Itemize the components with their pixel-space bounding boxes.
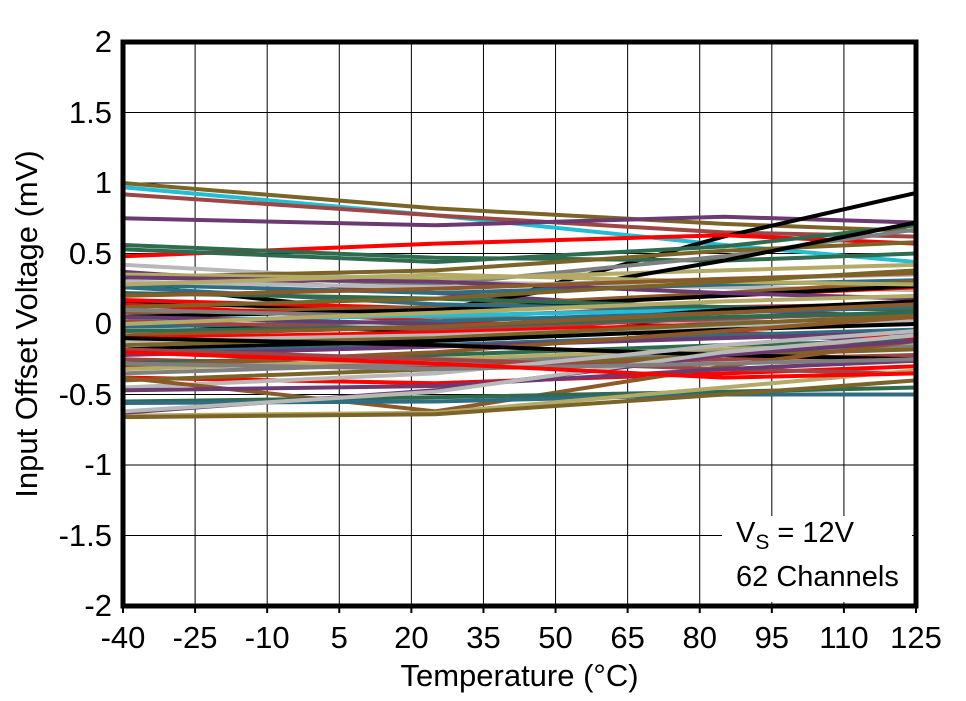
channel-line — [122, 322, 917, 352]
annotation-supply-voltage: VS = 12V — [736, 517, 855, 554]
x-tick-label: 95 — [754, 620, 790, 655]
channel-line — [122, 214, 917, 228]
x-tick-label: 50 — [538, 620, 573, 655]
channel-line — [122, 302, 917, 338]
y-axis-title: Input Offset Voltage (mV) — [9, 150, 44, 498]
channel-line — [122, 357, 917, 372]
channel-line — [122, 347, 917, 376]
channel-line — [122, 310, 917, 333]
channel-line — [122, 378, 917, 420]
channel-line — [122, 268, 917, 310]
subscript-s: S — [755, 530, 770, 554]
y-tick-label: 1.5 — [68, 94, 112, 130]
x-tick-label: -10 — [244, 620, 290, 655]
y-tick-label: -0.5 — [58, 376, 112, 412]
channel-line — [122, 185, 917, 264]
channel-line — [122, 329, 917, 390]
channel-line — [122, 192, 917, 239]
x-tick-label: -40 — [100, 620, 146, 655]
channel-line — [122, 262, 917, 281]
x-tick-label: -25 — [172, 620, 218, 655]
channel-line — [122, 181, 917, 233]
channel-line — [122, 350, 917, 380]
y-tick-label: -1 — [84, 447, 112, 482]
x-tick-label: 65 — [610, 620, 645, 655]
channel-line — [122, 336, 917, 362]
plot-frame — [120, 39, 919, 609]
channel-line — [122, 358, 917, 393]
x-tick-label: 5 — [330, 620, 348, 655]
channel-line — [122, 223, 917, 264]
x-tick-label: 110 — [819, 620, 869, 655]
y-tick-label: 0 — [94, 306, 112, 341]
y-tick-label: -2 — [84, 588, 112, 623]
conditions-annotation: VS = 12V 62 Channels — [722, 516, 912, 602]
channel-line — [122, 338, 917, 414]
x-tick-label: 35 — [466, 620, 501, 655]
channel-line — [122, 293, 917, 326]
x-tick-label: 20 — [394, 620, 429, 655]
channel-line — [122, 279, 917, 315]
y-tick-label: -1.5 — [58, 517, 112, 553]
annotation-channel-count: 62 Channels — [736, 560, 899, 593]
x-tick-label: 80 — [682, 620, 717, 655]
y-tick-label: 2 — [94, 24, 112, 59]
channel-line — [122, 240, 917, 280]
y-tick-label: 1 — [94, 165, 112, 200]
x-axis-title: Temperature (°C) — [400, 658, 639, 693]
y-tick-label: 0.5 — [68, 235, 112, 271]
channel-line — [122, 385, 917, 404]
x-tick-label: 125 — [890, 620, 942, 655]
channel-line — [122, 272, 917, 287]
